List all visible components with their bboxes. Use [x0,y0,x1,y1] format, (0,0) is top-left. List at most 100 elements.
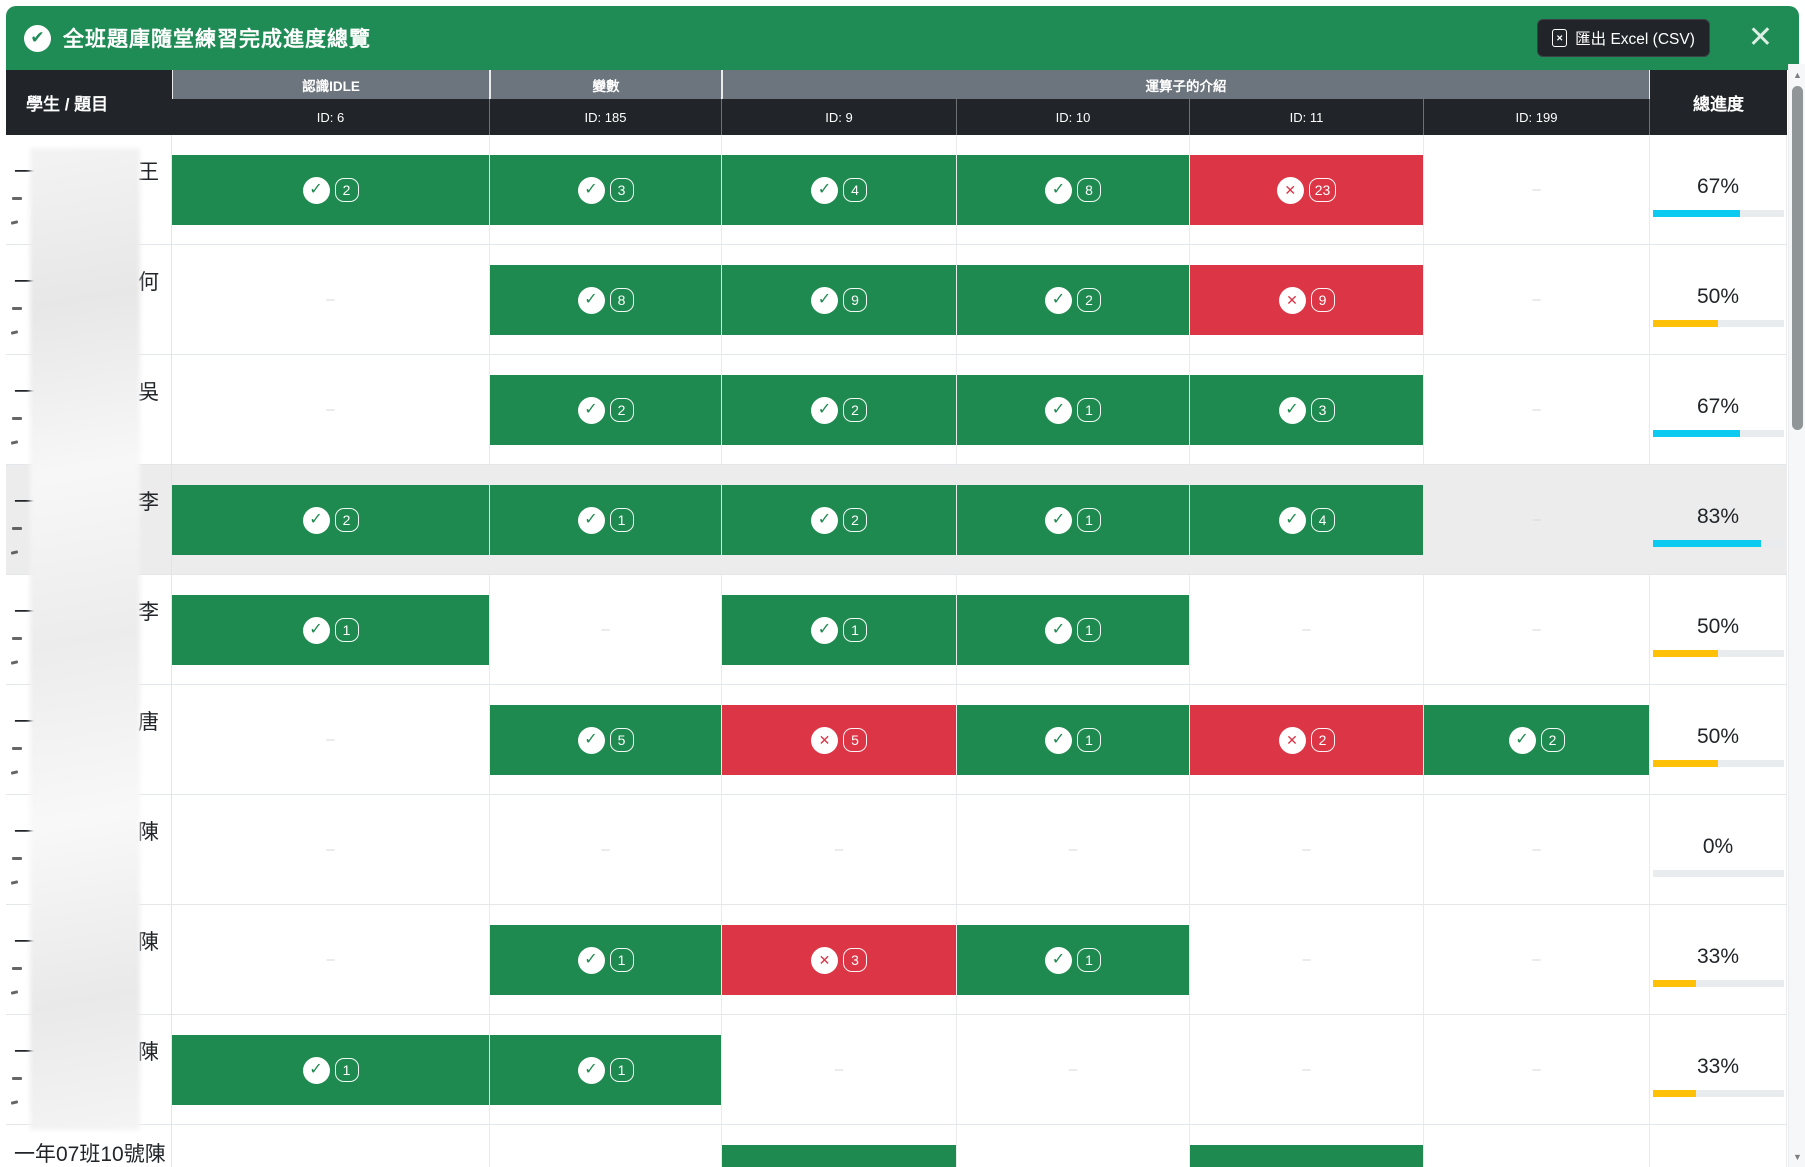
check-icon: ✓ [1045,946,1072,974]
question-cell: ✕ 2 [1190,685,1424,795]
progress-percent: 83% [1696,504,1740,528]
empty-dash: – [326,730,335,748]
student-surname: 李 [138,601,159,624]
check-icon: ✓ [302,616,330,644]
blurred-text-fragment [12,417,22,420]
progress-bar-fill [1652,759,1718,767]
question-cell: ✓ 1 [490,1015,722,1125]
question-cell: – [172,795,490,905]
progress-bar-fill [1652,649,1718,657]
attempt-count-badge: 1 [609,508,634,532]
question-cell: – [1424,575,1650,685]
group-header: 認識IDLE [172,70,490,99]
attempt-count-badge: 2 [609,398,634,422]
student-name-prefix: 一 [14,1041,35,1064]
student-name-prefix: 一 [14,711,35,734]
question-cell: – [1424,465,1650,575]
question-cell: – [1424,355,1650,465]
pass-status-block: ✓ 3 [490,155,721,225]
total-progress-cell [1650,1125,1787,1167]
pass-status-block: ✓ 1 [172,1035,489,1105]
student-surname: 唐 [138,711,159,734]
blurred-text-fragment [10,770,19,775]
attempt-count-badge: 2 [843,508,867,532]
question-id-header: ID: 6 [172,99,490,135]
empty-dash: – [601,840,610,858]
pass-status-block: ✓ 8 [957,155,1189,225]
question-cell: ✓ 2 [172,135,490,245]
name-privacy-blur [30,148,140,1130]
attempt-count-badge: 3 [609,178,634,202]
scrollbar-thumb[interactable] [1792,86,1803,430]
blurred-text-fragment [10,990,19,995]
progress-bar-track [1652,319,1784,327]
attempt-count-badge: 5 [609,728,634,752]
empty-dash: – [1532,840,1541,858]
group-header: 變數 [490,70,722,99]
check-icon: ✓ [1278,396,1306,424]
empty-dash: – [834,1060,844,1078]
pass-status-block: ✓ 1 [957,595,1189,665]
empty-dash: – [1532,1060,1541,1078]
empty-dash: – [326,950,335,968]
student-surname: 李 [138,491,159,514]
pass-status-block: ✓ 2 [722,485,956,555]
attempt-count-badge: 2 [1540,728,1565,752]
empty-dash: – [1532,510,1541,528]
blurred-text-fragment [12,197,22,200]
question-cell: ✓ 3 [1190,355,1424,465]
pass-status-block: ✓ 1 [957,375,1189,445]
vertical-scrollbar[interactable]: ▲ ▼ [1788,64,1805,1167]
pass-status-block: ✓ 1 [957,485,1189,555]
question-cell: ✓ 4 [722,135,957,245]
question-cell: ✕ 23 [1190,135,1424,245]
total-progress-cell: 67% [1650,355,1787,465]
pass-status-block: ✓ 1 [957,925,1189,995]
attempt-count-badge: 8 [609,288,634,312]
check-icon: ✓ [1045,506,1072,534]
attempt-count-badge: 2 [334,178,359,202]
pass-status-block: ✓ 4 [1190,485,1423,555]
pass-status-block: ✓ 2 [172,485,489,555]
progress-bar-fill [1652,1089,1696,1097]
question-cell: – [1424,245,1650,355]
progress-table: 學生 / 題目 認識IDLE 變數 運算子的介紹 ID: 6 ID: 185 I… [6,70,1787,1167]
corner-header-students-questions: 學生 / 題目 [6,70,172,135]
question-cell: – [722,795,957,905]
pass-status-block: ✓ 1 [490,925,721,995]
question-cell: ✓ 1 [957,685,1190,795]
blurred-text-fragment [10,220,19,225]
student-name-prefix: 一 [14,381,35,404]
blurred-text-fragment [10,550,19,555]
blurred-text-fragment [12,857,22,860]
question-cell: – [722,1015,957,1125]
close-icon[interactable]: ✕ [1744,23,1777,53]
pass-status-block: ✓ 4 [722,155,956,225]
progress-bar-track [1652,759,1784,767]
blurred-text-fragment [12,307,22,310]
scroll-down-arrow-icon[interactable]: ▼ [1793,1151,1802,1162]
x-icon: ✕ [811,726,838,754]
progress-bar-track [1652,539,1784,547]
export-excel-button[interactable]: ✕ 匯出 Excel (CSV) [1537,19,1710,57]
check-icon: ✓ [577,176,605,204]
question-cell [1424,1125,1650,1167]
question-id-header: ID: 185 [490,99,722,135]
question-cell: ✓ 9 [722,245,957,355]
pass-status-block: ✓ 3 [1190,375,1423,445]
question-cell: – [1190,795,1424,905]
blurred-text-fragment [12,747,22,750]
fail-status-block: ✕ 9 [1190,265,1423,335]
file-excel-icon: ✕ [1552,29,1568,47]
pass-status-block: ✓ 1 [957,705,1189,775]
attempt-count-badge: 1 [334,618,359,642]
question-cell: – [490,795,722,905]
question-cell: – [1424,905,1650,1015]
question-cell: – [490,575,722,685]
check-icon: ✓ [811,286,838,314]
question-id-row: ID: 6 ID: 185 ID: 9 ID: 10 ID: 11 ID: 19… [172,99,1650,135]
question-id-header: ID: 10 [957,99,1190,135]
progress-bar-track [1652,869,1784,877]
check-icon: ✓ [1045,616,1072,644]
scroll-up-arrow-icon[interactable]: ▲ [1793,69,1802,80]
